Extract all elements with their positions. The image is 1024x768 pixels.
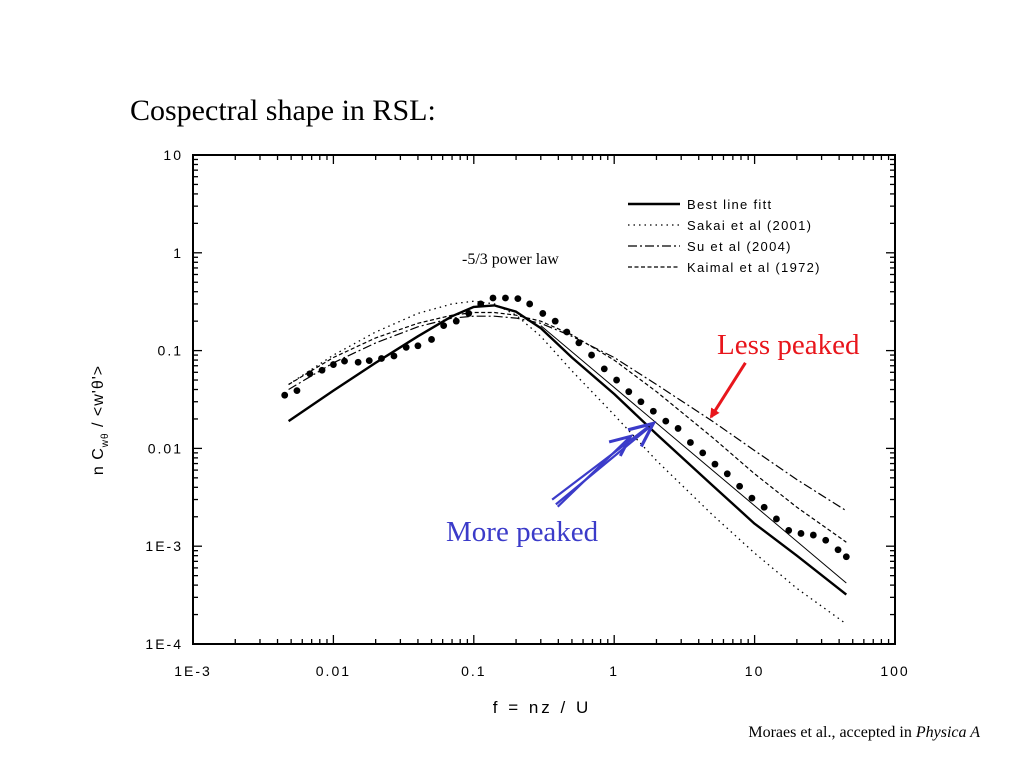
more-peaked-arrow-shaft: [555, 426, 650, 506]
legend-label: Kaimal et al (1972): [687, 260, 821, 275]
y-axis-label-main: n C: [90, 447, 107, 475]
citation-journal: Physica A: [915, 724, 980, 741]
more-peaked-arrow-shaft: [551, 425, 649, 501]
series-layer: [287, 300, 848, 625]
series-line-best-line-fitt: [287, 304, 848, 596]
legend: Best line fitt Sakai et al (2001) Su et al…: [628, 197, 821, 275]
observation-point: [551, 317, 559, 325]
observation-point: [674, 425, 682, 432]
observation-point: [649, 407, 657, 415]
observation-point: [502, 294, 509, 302]
observation-point: [539, 310, 547, 317]
observation-point: [354, 358, 362, 366]
observation-point: [575, 339, 583, 347]
observation-point: [281, 391, 289, 399]
x-tick-label: 10: [745, 663, 765, 679]
x-tick-label: 0.01: [316, 663, 351, 679]
series-line-5-3-power-law: [540, 325, 847, 584]
y-tick-label: 1E-4: [145, 636, 183, 652]
observation-point: [341, 357, 348, 365]
svg-text:n Cwθ / <w'θ'>: n Cwθ / <w'θ'>: [90, 365, 111, 475]
observation-point: [489, 294, 497, 302]
observation-point: [809, 531, 817, 539]
observation-point: [440, 322, 448, 330]
legend-label: Su et al (2004): [687, 239, 792, 254]
series-line-kaimal-et-al-1972: [288, 311, 847, 543]
observation-point: [637, 398, 645, 406]
x-tick-label: 1: [609, 663, 619, 679]
plot-border: [192, 154, 896, 645]
observation-points: [281, 294, 850, 561]
more-peaked-arrow-head: [627, 420, 657, 448]
y-tick-label: 0.1: [158, 343, 183, 359]
citation: Moraes et al., accepted in Physica A: [748, 724, 980, 742]
x-axis-label: f = nz / U: [493, 698, 592, 717]
slide-title: Cospectral shape in RSL:: [130, 94, 436, 127]
observation-point: [736, 482, 744, 490]
observation-point: [613, 376, 620, 384]
legend-label: Sakai et al (2001): [687, 218, 812, 233]
y-tick-label: 1E-3: [145, 538, 183, 554]
observation-point: [588, 351, 595, 359]
more-peaked-label: More peaked: [446, 516, 599, 548]
observation-point: [318, 366, 326, 374]
observation-point: [699, 449, 707, 457]
y-tick-label: 1: [173, 245, 183, 261]
y-axis-label-rest: / <w'θ'>: [90, 365, 107, 433]
observation-point: [662, 417, 670, 425]
tick-labels: 1E-3 0.01 0.1 1 10 100 10 1 0.1 0.01 1E-3 1E-4: [145, 147, 909, 679]
observation-point: [293, 387, 301, 394]
series-line-su-et-al-2004: [288, 315, 847, 512]
observation-point: [600, 365, 608, 373]
observation-point: [748, 494, 756, 502]
more-peaked-arrow-second-shaft: [556, 435, 632, 508]
observation-point: [723, 470, 731, 478]
observation-point: [563, 328, 571, 336]
x-tick-label: 0.1: [461, 663, 486, 679]
observation-point: [378, 355, 385, 362]
observation-point: [390, 352, 398, 360]
x-tick-label: 100: [880, 663, 909, 679]
observation-point: [625, 388, 633, 396]
y-axis-label: n Cwθ / <w'θ'>: [90, 365, 111, 475]
observation-point: [414, 342, 422, 350]
observation-point: [822, 536, 830, 544]
observation-point: [711, 460, 719, 468]
observation-point: [687, 439, 694, 446]
observation-point: [452, 317, 460, 325]
observation-point: [477, 300, 485, 308]
y-tick-label: 10: [163, 147, 183, 163]
observation-point: [526, 300, 534, 308]
plot-frame: [192, 154, 896, 645]
less-peaked-arrow: [709, 362, 747, 419]
annotations: -5/3 power law Less peaked More peaked: [446, 251, 860, 548]
observation-point: [428, 336, 435, 343]
power-law-label: -5/3 power law: [462, 251, 559, 268]
less-peaked-label: Less peaked: [717, 329, 860, 361]
observation-point: [834, 546, 842, 554]
observation-point: [465, 310, 473, 317]
more-peaked-arrow-second-head: [608, 434, 634, 457]
observation-point: [402, 343, 410, 351]
citation-text: Moraes et al., accepted in: [748, 724, 916, 741]
legend-label: Best line fitt: [687, 197, 772, 212]
observation-point: [306, 370, 314, 378]
axis-ticks: [192, 155, 895, 645]
observation-point: [514, 295, 522, 303]
x-tick-label: 1E-3: [174, 663, 212, 679]
observation-point: [797, 530, 805, 537]
observation-point: [773, 515, 780, 523]
observation-point: [785, 527, 793, 534]
y-axis-label-subscript: wθ: [100, 432, 111, 448]
observation-point: [760, 503, 768, 511]
observation-point: [842, 553, 850, 561]
y-tick-label: 0.01: [148, 440, 183, 456]
observation-point: [330, 361, 337, 368]
observation-point: [365, 357, 373, 365]
